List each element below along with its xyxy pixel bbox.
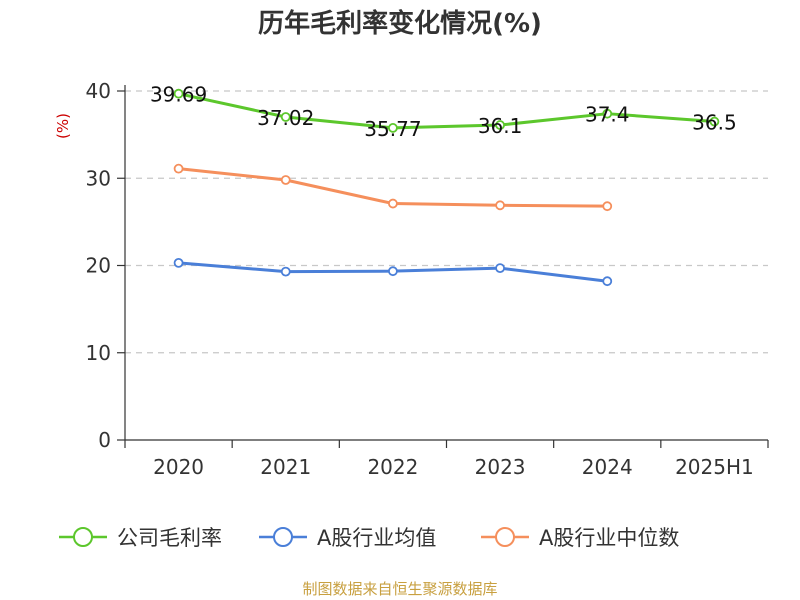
- grid-lines: [125, 90, 768, 354]
- data-point: [173, 163, 184, 174]
- legend-label-0: 公司毛利率: [117, 526, 222, 550]
- data-point: [280, 266, 291, 277]
- legend-marker-1: [273, 527, 293, 547]
- data-point: [173, 88, 184, 99]
- legend-marker-2: [495, 527, 515, 547]
- data-label: 36.1: [478, 114, 523, 138]
- data-point: [280, 112, 291, 122]
- x-tick-label: 2025H1: [675, 455, 754, 479]
- series-points: [173, 88, 720, 287]
- data-point: [495, 200, 505, 211]
- data-point: [602, 276, 613, 287]
- data-label: 37.4: [585, 103, 630, 127]
- data-label: 36.5: [692, 111, 737, 135]
- y-axis-label: (%): [54, 113, 72, 139]
- data-point: [602, 108, 613, 119]
- x-tick-label: 2022: [367, 455, 418, 479]
- legend: 公司毛利率 A股行业均值 A股行业中位数: [59, 526, 679, 550]
- x-tick-label: 2020: [153, 455, 204, 479]
- data-point: [388, 123, 398, 133]
- axes: [117, 85, 769, 448]
- data-point: [280, 175, 291, 185]
- y-tick-label: 10: [86, 341, 111, 365]
- y-tick-label: 30: [86, 166, 111, 190]
- data-point: [602, 201, 613, 212]
- y-tick-label: 40: [86, 79, 111, 103]
- x-tick-labels: 2020 2021 2022 2023 2024 2025H1: [153, 455, 754, 479]
- data-point: [173, 257, 184, 268]
- x-tick-label: 2024: [582, 455, 633, 479]
- data-label: 37.02: [257, 106, 314, 130]
- source-note: 制图数据来自恒生聚源数据库: [302, 580, 497, 598]
- data-point: [388, 198, 398, 209]
- legend-label-1: A股行业均值: [317, 526, 436, 550]
- data-point: [495, 263, 505, 274]
- data-point: [388, 266, 398, 277]
- series-line-0: [178, 92, 715, 130]
- legend-marker-0: [73, 527, 93, 547]
- data-label: 39.69: [150, 83, 207, 107]
- chart-title: 历年毛利率变化情况(%): [258, 8, 542, 39]
- data-point: [709, 116, 720, 127]
- legend-label-2: A股行业中位数: [539, 526, 679, 550]
- y-tick-label: 20: [86, 254, 111, 278]
- y-tick-labels: 0 10 20 30 40: [86, 79, 111, 452]
- data-point: [495, 120, 505, 130]
- x-tick-label: 2021: [260, 455, 311, 479]
- data-labels: 39.69 37.02 35.77 36.1 37.4 36.5: [150, 83, 737, 141]
- y-tick-label: 0: [98, 428, 111, 452]
- data-label: 35.77: [364, 117, 421, 141]
- x-tick-label: 2023: [475, 455, 526, 479]
